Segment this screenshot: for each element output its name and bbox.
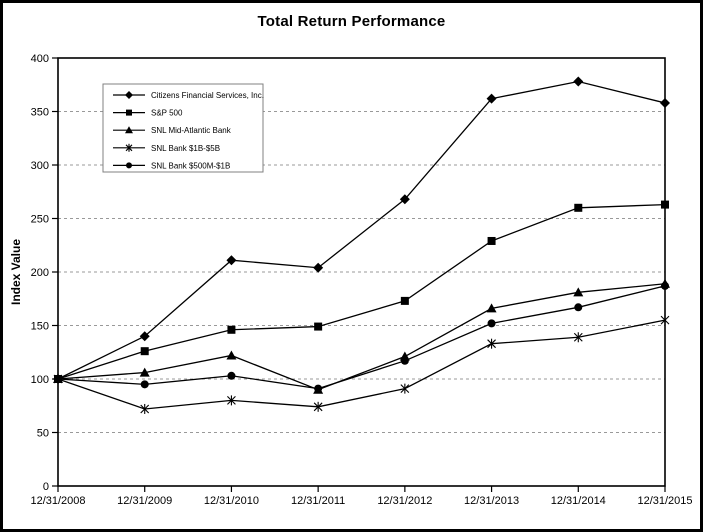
- legend-label: SNL Mid-Atlantic Bank: [151, 126, 232, 135]
- data-point-marker-star: [660, 315, 670, 326]
- data-point-marker-diamond: [313, 262, 324, 273]
- data-point-marker-square: [487, 236, 496, 245]
- data-point-marker-circle: [126, 162, 132, 169]
- x-tick-label: 12/31/2010: [204, 495, 259, 507]
- legend-item: Citizens Financial Services, Inc.: [113, 91, 264, 100]
- y-tick-label: 400: [31, 53, 49, 65]
- series-line: [57, 285, 666, 390]
- legend-label: Citizens Financial Services, Inc.: [151, 91, 264, 100]
- series-5: [54, 281, 669, 393]
- data-point-marker-circle: [661, 281, 669, 290]
- axes: 0 50 100 150 200 250 300 350 400 12/31/2008 12/31/…: [30, 53, 692, 507]
- data-series: [53, 76, 670, 414]
- data-point-marker-triangle: [139, 367, 150, 377]
- x-tick-label: 12/31/2008: [30, 495, 85, 507]
- x-tick-label: 12/31/2009: [117, 495, 172, 507]
- data-point-marker-star: [125, 143, 133, 152]
- y-tick-label: 50: [37, 428, 49, 440]
- y-tick-label: 200: [31, 267, 49, 279]
- x-tick-label: 12/31/2015: [637, 495, 692, 507]
- data-point-marker-square: [140, 347, 149, 356]
- data-point-marker-triangle: [226, 350, 237, 360]
- data-point-marker-star: [140, 403, 150, 414]
- data-point-marker-square: [227, 325, 236, 334]
- data-point-marker-triangle: [573, 287, 584, 297]
- y-tick-label: 250: [31, 214, 49, 226]
- data-point-marker-square: [400, 296, 409, 305]
- series-4: [53, 315, 670, 414]
- gridlines: [58, 111, 665, 433]
- data-point-marker-circle: [574, 303, 583, 312]
- x-tick-label: 12/31/2012: [377, 495, 432, 507]
- legend: Citizens Financial Services, Inc. S&P 500…: [102, 83, 264, 173]
- legend-item: SNL Mid-Atlantic Bank: [113, 126, 232, 135]
- data-point-marker-diamond: [660, 97, 670, 108]
- y-tick-label: 150: [31, 321, 49, 333]
- y-tick-label: 350: [31, 107, 49, 119]
- data-point-marker-circle: [487, 319, 496, 328]
- data-point-marker-diamond: [399, 194, 410, 205]
- data-point-marker-star: [487, 338, 496, 349]
- data-point-marker-square: [574, 203, 583, 212]
- legend-label: SNL Bank $500M-$1B: [151, 161, 230, 170]
- data-point-marker-diamond: [486, 93, 497, 104]
- chart-title: Total Return Performance: [257, 13, 446, 30]
- data-point-marker-star: [400, 383, 410, 394]
- y-tick-label: 300: [31, 160, 49, 172]
- legend-item: SNL Bank $1B-$5B: [113, 143, 220, 153]
- data-point-marker-circle: [400, 356, 409, 365]
- series-line: [57, 203, 666, 380]
- y-tick-label: 100: [31, 374, 49, 386]
- data-point-marker-star: [227, 395, 236, 406]
- data-point-marker-star: [313, 401, 323, 412]
- x-tick-label: 12/31/2014: [551, 495, 606, 507]
- data-point-marker-diamond: [226, 255, 237, 266]
- series-line: [57, 283, 666, 391]
- data-point-marker-square: [126, 109, 132, 116]
- data-point-marker-circle: [54, 375, 62, 383]
- legend-label: SNL Bank $1B-$5B: [151, 144, 220, 153]
- data-point-marker-circle: [140, 380, 149, 389]
- data-point-marker-diamond: [125, 91, 133, 99]
- data-point-marker-triangle: [125, 126, 133, 134]
- legend-label: S&P 500: [151, 109, 183, 118]
- legend-item: S&P 500: [113, 109, 183, 118]
- x-tick-label: 12/31/2011: [291, 495, 345, 507]
- x-tick-label: 12/31/2013: [464, 495, 519, 507]
- data-point-marker-diamond: [573, 76, 584, 87]
- data-point-marker-triangle: [486, 303, 497, 313]
- data-point-marker-star: [573, 332, 583, 343]
- data-point-marker-square: [314, 322, 323, 331]
- data-point-marker-circle: [227, 371, 236, 380]
- data-point-marker-circle: [314, 384, 323, 393]
- y-axis-title: Index Value: [9, 239, 23, 305]
- series-line: [57, 319, 666, 410]
- legend-item: SNL Bank $500M-$1B: [113, 161, 230, 170]
- data-point-marker-square: [661, 200, 669, 209]
- data-point-marker-diamond: [139, 331, 150, 342]
- series-line: [57, 80, 666, 380]
- y-tick-label: 0: [43, 481, 49, 493]
